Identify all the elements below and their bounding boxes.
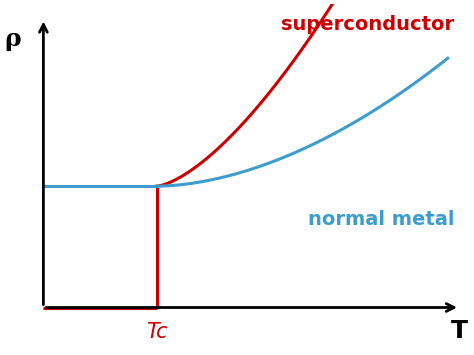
Text: ρ: ρ	[5, 27, 21, 51]
Text: normal metal: normal metal	[308, 209, 455, 229]
Text: T: T	[451, 319, 468, 343]
Text: Tc: Tc	[146, 322, 167, 342]
Text: superconductor: superconductor	[282, 15, 455, 34]
